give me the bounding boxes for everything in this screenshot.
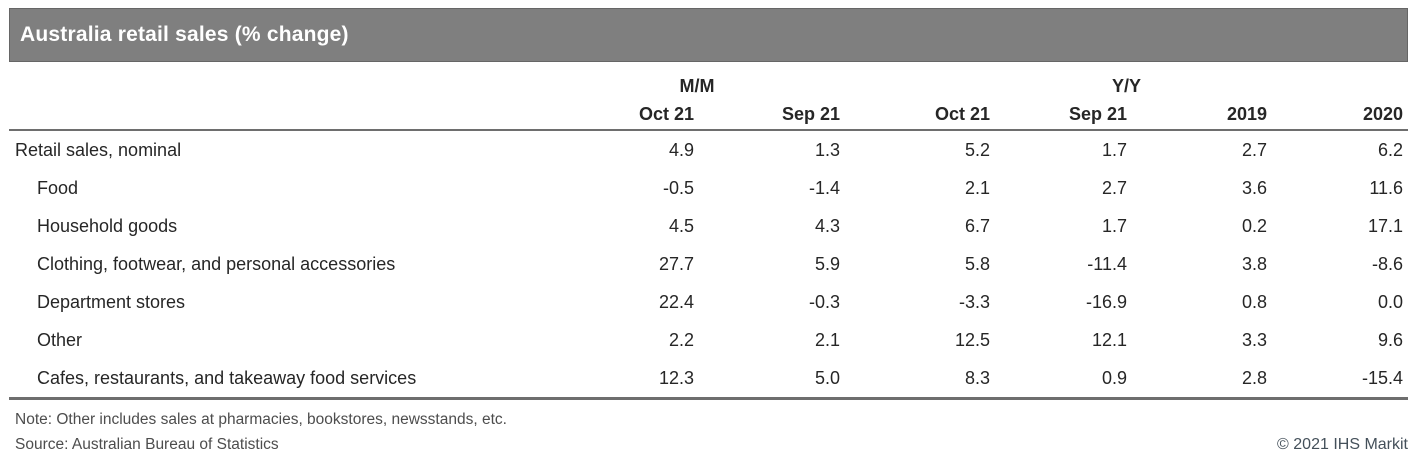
table-row: Food -0.5 -1.4 2.1 2.7 3.6 11.6 — [9, 169, 1408, 207]
table-row: Cafes, restaurants, and takeaway food se… — [9, 359, 1409, 400]
column-header-2020: 2020 — [1272, 98, 1409, 131]
row-label: Cafes, restaurants, and takeaway food se… — [9, 359, 549, 400]
cell-value: 17.1 — [1367, 215, 1404, 236]
column-header-spacer — [9, 98, 549, 131]
cell-value: 3.6 — [1241, 177, 1267, 198]
table-row: Clothing, footwear, and personal accesso… — [9, 245, 1408, 283]
table-title-bar: Australia retail sales (% change) — [9, 8, 1408, 62]
cell-value: 5.0 — [699, 359, 845, 400]
cell-value: 2.7 — [1101, 177, 1127, 198]
column-header-row: Oct 21 Sep 21 Oct 21 Sep 21 2019 2020 — [9, 98, 1409, 131]
cell-value: 5.9 — [814, 253, 840, 274]
cell-value: 0.9 — [995, 359, 1132, 400]
cell-value: 4.9 — [668, 139, 694, 160]
column-header-mm-oct21: Oct 21 — [549, 98, 699, 131]
table-row: Other 2.2 2.1 12.5 12.1 3.3 9.6 — [9, 321, 1408, 359]
cell-value: 2.1 — [814, 329, 840, 350]
cell-value: 12.3 — [549, 359, 699, 400]
cell-value: -8.6 — [1371, 253, 1404, 274]
table-header: M/M Y/Y Oct 21 Sep 21 Oct 21 Sep 21 2019… — [9, 65, 1409, 131]
cell-value: 2.1 — [964, 177, 990, 198]
cell-value: 22.4 — [658, 291, 694, 312]
cell-value: 1.7 — [1101, 215, 1127, 236]
table-note: Note: Other includes sales at pharmacies… — [15, 411, 507, 428]
cell-value: -15.4 — [1272, 359, 1409, 400]
cell-value: 1.3 — [814, 139, 840, 160]
column-header-yy-oct21: Oct 21 — [845, 98, 995, 131]
cell-value: 1.7 — [1101, 139, 1127, 160]
row-label: Retail sales, nominal — [15, 139, 182, 160]
cell-value: 9.6 — [1377, 329, 1404, 350]
row-label: Food — [37, 177, 79, 198]
cell-value: 3.3 — [1241, 329, 1267, 350]
cell-value: -0.5 — [662, 177, 694, 198]
cell-value: 4.3 — [814, 215, 840, 236]
cell-value: 0.8 — [1241, 291, 1267, 312]
column-header-2019: 2019 — [1132, 98, 1272, 131]
cell-value: -0.3 — [808, 291, 840, 312]
cell-value: 6.2 — [1377, 139, 1404, 160]
group-header-mm: M/M — [679, 76, 715, 96]
cell-value: 0.2 — [1241, 215, 1267, 236]
cell-value: 5.8 — [964, 253, 990, 274]
table-row: Department stores 22.4 -0.3 -3.3 -16.9 0… — [9, 283, 1408, 321]
cell-value: 11.6 — [1369, 177, 1404, 198]
row-label: Clothing, footwear, and personal accesso… — [37, 253, 396, 274]
table-body: Retail sales, nominal 4.9 1.3 5.2 1.7 2.… — [9, 130, 1409, 400]
retail-sales-table: M/M Y/Y Oct 21 Sep 21 Oct 21 Sep 21 2019… — [9, 65, 1409, 400]
cell-value: 12.5 — [954, 329, 990, 350]
cell-value: 27.7 — [658, 253, 694, 274]
group-header-row: M/M Y/Y — [9, 65, 1408, 98]
cell-value: 0.0 — [1377, 291, 1404, 312]
table-row: Household goods 4.5 4.3 6.7 1.7 0.2 17.1 — [9, 207, 1408, 245]
cell-value: 3.8 — [1241, 253, 1267, 274]
column-header-yy-sep21: Sep 21 — [995, 98, 1132, 131]
table-title: Australia retail sales (% change) — [20, 23, 349, 46]
cell-value: 2.7 — [1241, 139, 1267, 160]
group-header-yy: Y/Y — [1112, 76, 1142, 96]
cell-value: 8.3 — [845, 359, 995, 400]
cell-value: 5.2 — [964, 139, 990, 160]
row-label: Department stores — [37, 291, 186, 312]
cell-value: 2.8 — [1132, 359, 1272, 400]
cell-value: 2.2 — [668, 329, 694, 350]
column-header-mm-sep21: Sep 21 — [699, 98, 845, 131]
row-label: Other — [37, 329, 83, 350]
cell-value: 12.1 — [1091, 329, 1127, 350]
cell-value: 4.5 — [668, 215, 694, 236]
row-label: Household goods — [37, 215, 178, 236]
cell-value: 6.7 — [964, 215, 990, 236]
cell-value: -11.4 — [1087, 253, 1127, 274]
group-header-spacer — [9, 65, 549, 98]
cell-value: -16.9 — [1085, 291, 1127, 312]
table-row: Retail sales, nominal 4.9 1.3 5.2 1.7 2.… — [9, 130, 1408, 169]
cell-value: -1.4 — [808, 177, 840, 198]
cell-value: -3.3 — [958, 291, 990, 312]
